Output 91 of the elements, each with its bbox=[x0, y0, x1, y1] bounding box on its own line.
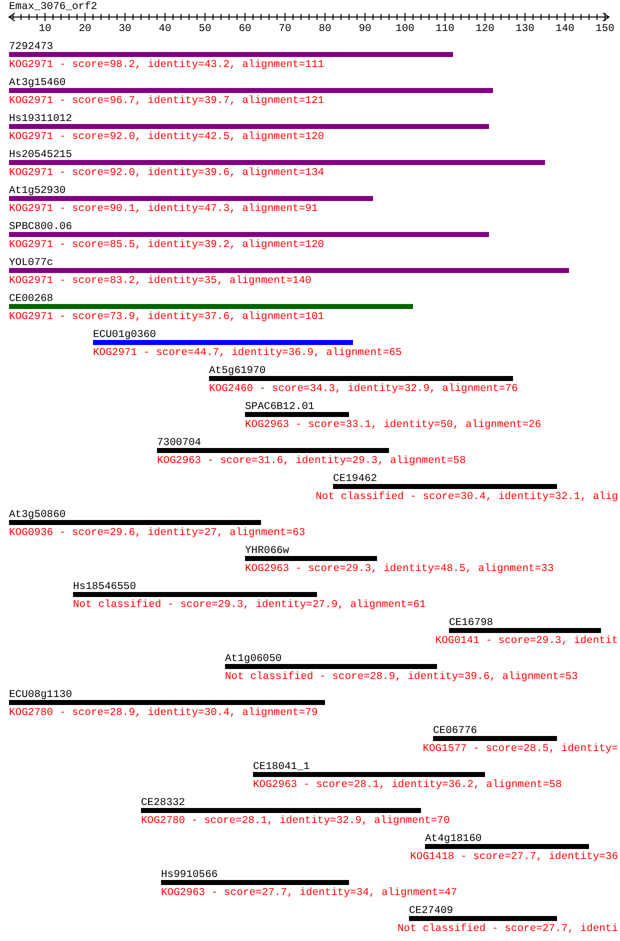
annotation: KOG2780 - score=28.1, identity=32.9, alignment=70 bbox=[141, 815, 450, 827]
bar bbox=[9, 268, 569, 273]
x-tick-label: 130 bbox=[516, 23, 534, 35]
y-tick-label: CE06776 bbox=[433, 725, 478, 737]
annotation: Not classified - score=30.4, identity=32.1, alig bbox=[316, 491, 618, 503]
y-tick-label: Hs18546550 bbox=[73, 581, 136, 593]
bar bbox=[9, 88, 493, 93]
y-tick-label: CE27409 bbox=[409, 905, 454, 917]
bar bbox=[9, 160, 545, 165]
bar bbox=[245, 556, 377, 561]
bar bbox=[93, 340, 353, 345]
x-tick-label: 100 bbox=[396, 23, 414, 35]
y-tick-label: At3g50860 bbox=[9, 509, 66, 521]
annotation: KOG2963 - score=31.6, identity=29.3, alignment=58 bbox=[157, 455, 466, 467]
bar bbox=[9, 304, 413, 309]
y-tick-label: At4g18160 bbox=[425, 833, 482, 845]
y-tick-label: ECU01g0360 bbox=[93, 329, 156, 341]
annotation: KOG2971 - score=96.7, identity=39.7, alignment=121 bbox=[9, 95, 324, 107]
bar bbox=[157, 448, 389, 453]
annotation: KOG2963 - score=33.1, identity=50, alignment=26 bbox=[245, 419, 542, 431]
bar bbox=[9, 520, 261, 525]
bar bbox=[9, 52, 453, 57]
y-tick-label: At3g15460 bbox=[9, 77, 66, 89]
annotation: KOG2963 - score=28.1, identity=36.2, alignment=58 bbox=[253, 779, 562, 791]
annotation: KOG2460 - score=34.3, identity=32.9, alignment=76 bbox=[209, 383, 518, 395]
x-tick-label: 140 bbox=[556, 23, 574, 35]
y-tick-label: Hs20545215 bbox=[9, 149, 72, 161]
annotation: KOG1577 - score=28.5, identity= bbox=[422, 743, 618, 755]
x-tick-label: 110 bbox=[436, 23, 454, 35]
bar bbox=[225, 664, 437, 669]
y-tick-label: YHR066w bbox=[245, 545, 290, 557]
bar bbox=[9, 700, 325, 705]
y-tick-label: SPBC800.06 bbox=[9, 221, 72, 233]
annotation: Not classified - score=29.3, identity=27.9, alignment=61 bbox=[73, 599, 426, 611]
bar bbox=[409, 916, 557, 921]
annotation: KOG2971 - score=83.2, identity=35, alignment=140 bbox=[9, 275, 312, 287]
bar bbox=[449, 628, 601, 633]
x-tick-label: 70 bbox=[278, 23, 292, 35]
bar bbox=[425, 844, 589, 849]
bar bbox=[73, 592, 317, 597]
annotation: Not classified - score=28.9, identity=39.6, alignment=53 bbox=[225, 671, 578, 683]
y-tick-label: At1g06050 bbox=[225, 653, 282, 665]
y-tick-label: CE18041_1 bbox=[253, 761, 310, 773]
annotation: KOG2971 - score=44.7, identity=36.9, alignment=65 bbox=[93, 347, 402, 359]
y-tick-label: SPAC6B12.01 bbox=[245, 401, 314, 413]
x-tick-label: 50 bbox=[198, 23, 212, 35]
bar bbox=[141, 808, 421, 813]
annotation: KOG2963 - score=29.3, identity=48.5, alignment=33 bbox=[245, 563, 554, 575]
annotation: KOG0936 - score=29.6, identity=27, alignment=63 bbox=[9, 527, 306, 539]
annotation: KOG2971 - score=85.5, identity=39.2, alignment=120 bbox=[9, 239, 324, 251]
annotation: KOG0141 - score=29.3, identit bbox=[435, 635, 618, 647]
annotation: KOG2963 - score=27.7, identity=34, alignment=47 bbox=[161, 887, 458, 899]
x-tick-label: 60 bbox=[238, 23, 252, 35]
y-tick-label: CE16798 bbox=[449, 617, 494, 629]
x-tick-label: 40 bbox=[158, 23, 172, 35]
bar bbox=[209, 376, 513, 381]
x-tick-label: 10 bbox=[38, 23, 52, 35]
x-tick-label: 90 bbox=[358, 23, 372, 35]
x-tick-label: 80 bbox=[318, 23, 332, 35]
y-tick-label: 7292473 bbox=[9, 41, 54, 53]
y-tick-label: CE00268 bbox=[9, 293, 54, 305]
annotation: KOG2971 - score=92.0, identity=39.6, alignment=134 bbox=[9, 167, 324, 179]
x-tick-label: 120 bbox=[476, 23, 494, 35]
bar bbox=[9, 124, 489, 129]
annotation: KOG2780 - score=28.9, identity=30.4, alignment=79 bbox=[9, 707, 318, 719]
y-tick-label: YOL077c bbox=[9, 257, 54, 269]
x-tick-label: 30 bbox=[118, 23, 132, 35]
x-tick-label: 150 bbox=[596, 23, 614, 35]
annotation: Not classified - score=27.7, identi bbox=[398, 923, 618, 935]
annotation: KOG2971 - score=98.2, identity=43.2, alignment=111 bbox=[9, 59, 324, 71]
annotation: KOG2971 - score=92.0, identity=42.5, alignment=120 bbox=[9, 131, 324, 143]
x-tick-label: 20 bbox=[78, 23, 92, 35]
bar bbox=[9, 232, 489, 237]
annotation: KOG1418 - score=27.7, identity=36 bbox=[410, 851, 618, 863]
y-tick-label: Hs9910566 bbox=[161, 869, 218, 881]
bar bbox=[433, 736, 557, 741]
y-tick-label: CE28332 bbox=[141, 797, 186, 809]
bar bbox=[9, 196, 373, 201]
y-tick-label: 7300704 bbox=[157, 437, 202, 449]
y-tick-label: Hs19311012 bbox=[9, 113, 72, 125]
annotation: KOG2971 - score=90.1, identity=47.3, alignment=91 bbox=[9, 203, 318, 215]
y-tick-label: ECU08g1130 bbox=[9, 689, 72, 701]
annotation: KOG2971 - score=73.9, identity=37.6, alignment=101 bbox=[9, 311, 324, 323]
bar bbox=[253, 772, 485, 777]
bar bbox=[161, 880, 349, 885]
y-tick-label: At5g61970 bbox=[209, 365, 266, 377]
chart-title: Emax_3076_orf2 bbox=[9, 1, 98, 13]
y-tick-label: At1g52930 bbox=[9, 185, 66, 197]
bar bbox=[245, 412, 349, 417]
bar bbox=[333, 484, 557, 489]
y-tick-label: CE19462 bbox=[333, 473, 378, 485]
